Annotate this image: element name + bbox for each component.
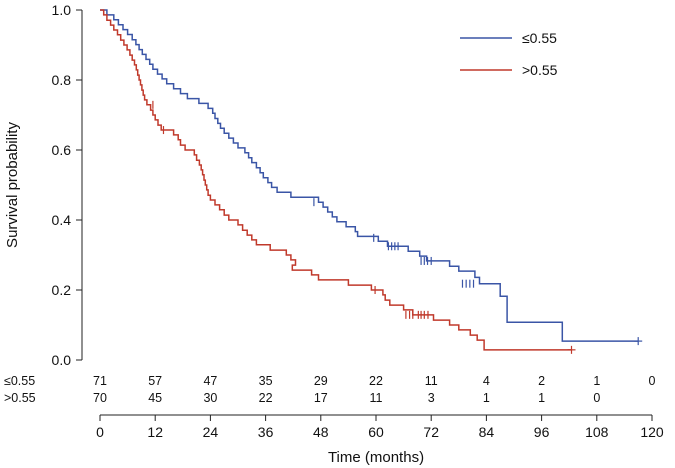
survival-curve-high xyxy=(100,9,572,351)
risk-count: 47 xyxy=(203,374,217,388)
risk-count: 1 xyxy=(538,391,545,405)
censor-marks xyxy=(152,100,643,354)
x-tick-label: 108 xyxy=(585,424,609,440)
risk-count: 1 xyxy=(593,374,600,388)
risk-count: 29 xyxy=(314,374,328,388)
y-tick-label: 0.4 xyxy=(52,212,72,228)
risk-row-label-high: >0.55 xyxy=(4,391,36,405)
risk-count: 4 xyxy=(483,374,490,388)
x-tick-label: 120 xyxy=(640,424,664,440)
x-axis-title: Time (months) xyxy=(328,449,424,466)
x-tick-label: 84 xyxy=(479,424,495,440)
legend-label-low: ≤0.55 xyxy=(522,30,557,46)
x-tick-label: 36 xyxy=(258,424,274,440)
risk-count: 45 xyxy=(148,391,162,405)
x-tick-label: 48 xyxy=(313,424,329,440)
x-tick-label: 0 xyxy=(96,424,104,440)
x-axis: 0 12 24 36 48 60 72 84 96 108 120 xyxy=(96,414,664,440)
risk-count: 11 xyxy=(425,374,438,388)
x-tick-label: 24 xyxy=(203,424,219,440)
survival-curve-low xyxy=(100,9,639,342)
y-tick-label: 0.6 xyxy=(52,142,72,158)
risk-table: ≤0.55 >0.55 71 57 47 35 29 22 11 4 2 1 070 45 30 22 17… xyxy=(4,374,656,405)
x-tick-label: 72 xyxy=(423,424,439,440)
survival-curves xyxy=(100,9,639,351)
risk-count: 71 xyxy=(93,374,107,388)
risk-count: 35 xyxy=(259,374,273,388)
y-tick-label: 0.2 xyxy=(52,282,72,298)
risk-count: 3 xyxy=(428,391,435,405)
y-axis-title: Survival probability xyxy=(4,122,21,248)
risk-count: 0 xyxy=(649,374,656,388)
x-tick-label: 60 xyxy=(368,424,384,440)
risk-count: 1 xyxy=(483,391,490,405)
risk-row-label-low: ≤0.55 xyxy=(4,374,35,388)
legend: ≤0.55 >0.55 xyxy=(460,30,558,78)
risk-count: 70 xyxy=(93,391,107,405)
x-tick-label: 96 xyxy=(534,424,550,440)
legend-label-high: >0.55 xyxy=(522,62,558,78)
risk-count: 17 xyxy=(314,391,328,405)
x-tick-label: 12 xyxy=(147,424,163,440)
risk-count: 30 xyxy=(203,391,217,405)
risk-count: 2 xyxy=(538,374,545,388)
y-tick-label: 1.0 xyxy=(52,2,72,18)
risk-count: 57 xyxy=(148,374,162,388)
risk-count: 22 xyxy=(369,374,383,388)
y-axis: 0.0 0.2 0.4 0.6 0.8 1.0 xyxy=(52,2,83,368)
risk-count: 22 xyxy=(259,391,273,405)
risk-count: 11 xyxy=(370,391,383,405)
risk-count: 0 xyxy=(593,391,600,405)
y-tick-label: 0.8 xyxy=(52,72,72,88)
y-tick-label: 0.0 xyxy=(52,352,72,368)
